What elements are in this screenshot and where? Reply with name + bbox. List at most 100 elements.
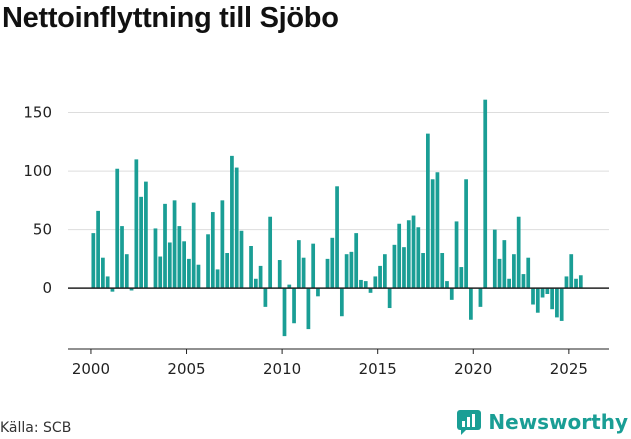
newsworthy-logo-icon [457, 410, 482, 435]
bar [516, 216, 521, 289]
bar [249, 245, 253, 289]
bar [153, 228, 158, 289]
bar [105, 276, 110, 289]
bar [196, 264, 201, 289]
bar [206, 234, 210, 289]
bar [545, 288, 550, 294]
bar [220, 200, 225, 289]
bar [282, 288, 287, 337]
bar [387, 288, 392, 309]
bar [139, 196, 143, 289]
x-tick-label: 2025 [550, 360, 588, 378]
bars [91, 99, 583, 337]
bar [521, 274, 526, 289]
y-tick-label: 150 [23, 104, 52, 122]
bar [292, 288, 296, 324]
bar [578, 275, 583, 289]
bar [445, 281, 449, 289]
bar [569, 254, 574, 289]
bar [215, 269, 220, 289]
bar [373, 276, 378, 289]
bar [368, 288, 373, 293]
bar [459, 267, 464, 289]
bar [359, 279, 363, 289]
bar [296, 240, 301, 289]
bar [210, 212, 215, 289]
bar [277, 260, 282, 289]
bar [325, 258, 330, 289]
y-tick-label: 50 [33, 221, 52, 239]
bar [454, 221, 459, 289]
bar [540, 288, 545, 298]
bar [230, 155, 234, 289]
x-tick-label: 2010 [263, 360, 301, 378]
bar [144, 181, 148, 289]
bar [382, 254, 387, 289]
bar [430, 179, 435, 289]
bar [129, 288, 134, 291]
bar [225, 253, 230, 289]
bar [469, 288, 473, 320]
bar [363, 281, 368, 289]
bar [167, 242, 172, 289]
bar [449, 288, 454, 300]
bar [344, 254, 349, 289]
bar [191, 202, 196, 289]
bar [555, 288, 559, 318]
bar [531, 288, 535, 305]
bar [507, 278, 511, 289]
bar [311, 243, 316, 289]
bar [526, 257, 531, 289]
chart-title: Nettoinflyttning till Sjöbo [2, 2, 339, 34]
bar [124, 254, 129, 289]
bar [397, 223, 402, 289]
bar [330, 237, 335, 289]
bar [234, 167, 239, 289]
bar [287, 284, 292, 289]
bar [535, 288, 540, 313]
bar [378, 265, 382, 289]
x-tick-label: 2005 [167, 360, 205, 378]
brand-logo: Newsworthy [456, 409, 628, 435]
bar [96, 210, 100, 289]
bar-chart: 0 50 100 150 2000 2005 2010 2015 2020 2025 [23, 99, 609, 378]
y-axis-tick-labels: 0 50 100 150 [23, 104, 52, 298]
bar [411, 215, 416, 289]
bar [91, 233, 96, 289]
bar [177, 226, 182, 289]
bar [426, 133, 430, 289]
bar [316, 288, 320, 297]
bar [440, 253, 445, 289]
bar [239, 230, 244, 289]
bar [158, 256, 163, 289]
bar [263, 288, 268, 307]
brand-name: Newsworthy [488, 410, 628, 434]
bar [163, 203, 167, 289]
x-tick-label: 2020 [454, 360, 492, 378]
axes [68, 287, 609, 354]
bar [110, 288, 115, 292]
bar [478, 288, 483, 307]
y-tick-label: 0 [42, 279, 52, 297]
bar [253, 278, 258, 289]
bar [492, 229, 497, 289]
bar [559, 288, 564, 321]
bar [564, 276, 569, 289]
bar [421, 253, 425, 289]
bar [187, 258, 191, 289]
bar [134, 159, 139, 289]
bar [512, 254, 516, 289]
source-note: Källa: SCB [0, 420, 72, 436]
bar [354, 233, 359, 289]
bar [402, 247, 406, 289]
x-tick-label: 2015 [359, 360, 397, 378]
bar [268, 216, 273, 289]
bar [339, 288, 344, 317]
bar [335, 186, 339, 289]
x-tick-label: 2000 [72, 360, 110, 378]
y-tick-label: 100 [23, 162, 52, 180]
bar [392, 244, 397, 289]
bar [120, 226, 124, 289]
bar [416, 227, 421, 289]
bar [406, 220, 411, 289]
